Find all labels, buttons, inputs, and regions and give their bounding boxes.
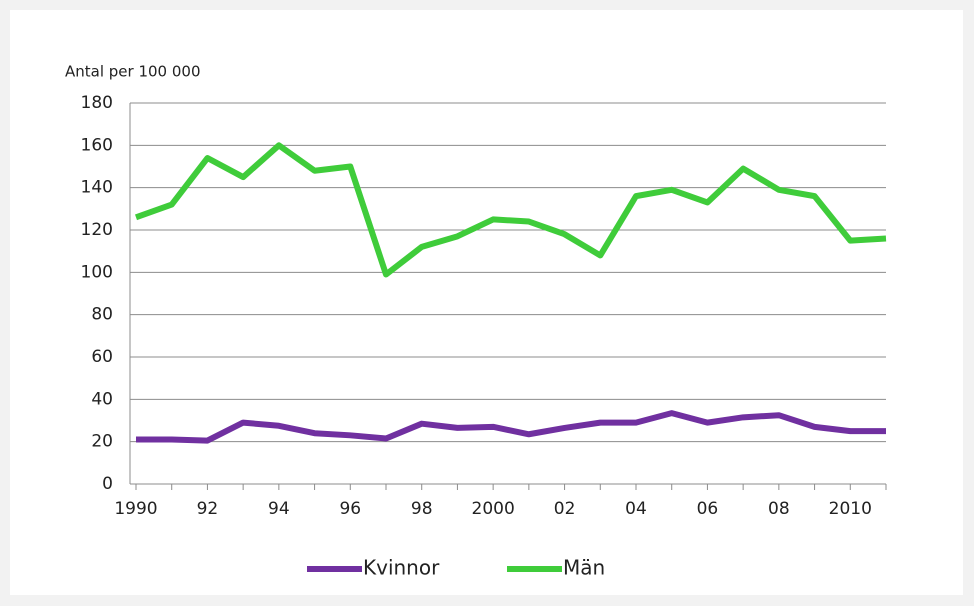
x-tick-label: 08 — [768, 499, 790, 519]
x-tick-label: 94 — [268, 499, 290, 519]
x-tick-label: 02 — [554, 499, 576, 519]
y-tick-label: 0 — [102, 474, 113, 494]
y-tick-label: 20 — [91, 432, 113, 452]
y-tick-label: 80 — [91, 305, 113, 325]
y-axis-label: Antal per 100 000 — [65, 63, 201, 81]
y-tick-label: 60 — [91, 347, 113, 367]
x-tick-label: 92 — [197, 499, 219, 519]
y-tick-label: 100 — [81, 262, 113, 282]
x-tick-label: 98 — [411, 499, 433, 519]
series-line — [136, 410, 886, 444]
legend-label: Män — [563, 556, 605, 580]
x-tick-label: 96 — [339, 499, 361, 519]
x-tick-label: 2010 — [829, 499, 872, 519]
y-tick-label: 120 — [81, 220, 113, 240]
y-tick-label: 180 — [81, 93, 113, 113]
x-tick-label: 06 — [697, 499, 719, 519]
x-tick-label: 04 — [625, 499, 647, 519]
series-line — [134, 142, 887, 278]
legend-label: Kvinnor — [363, 556, 440, 580]
y-tick-label: 140 — [81, 178, 113, 198]
x-tick-label: 1990 — [114, 499, 157, 519]
y-tick-label: 160 — [81, 135, 113, 155]
chart-area — [10, 10, 963, 595]
x-tick-label: 2000 — [472, 499, 515, 519]
y-tick-label: 40 — [91, 389, 113, 409]
